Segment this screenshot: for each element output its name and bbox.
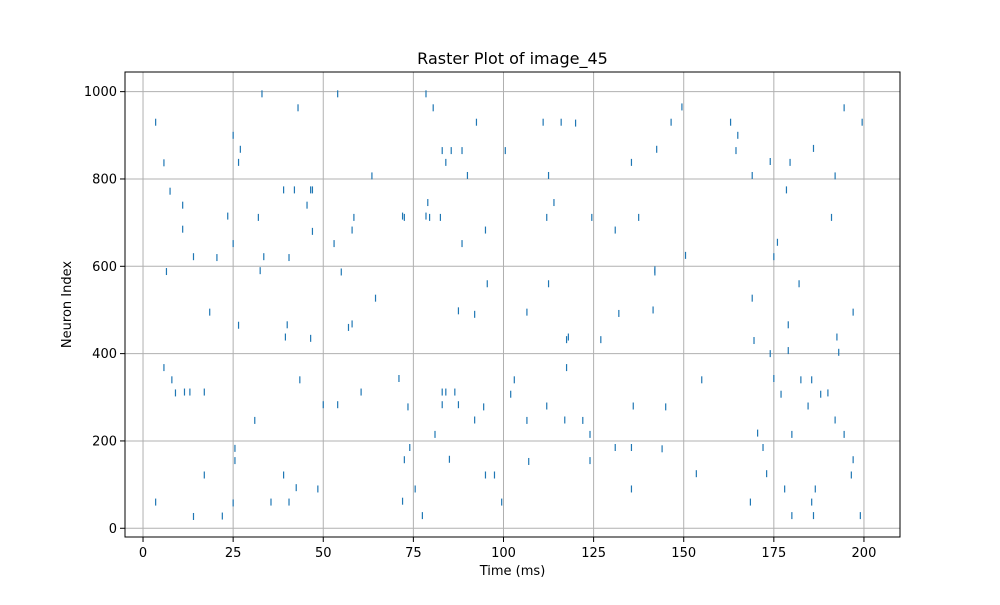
y-tick-label: 600 bbox=[92, 260, 117, 275]
x-tick-label: 75 bbox=[405, 546, 422, 561]
spike-marks bbox=[155, 90, 863, 520]
y-tick-label: 1000 bbox=[84, 85, 117, 100]
plot-background bbox=[125, 72, 900, 537]
x-tick-label: 175 bbox=[761, 546, 786, 561]
y-tick-label: 200 bbox=[92, 434, 117, 449]
x-tick-label: 25 bbox=[225, 546, 242, 561]
x-tick-label: 50 bbox=[315, 546, 332, 561]
axis-ticks: 0 25 50 75 100 125 150 175 200 0 200 400 600 800 1000 bbox=[84, 85, 876, 561]
y-axis-label: Neuron Index bbox=[60, 261, 75, 348]
grid-lines bbox=[125, 72, 900, 537]
plot-frame bbox=[124, 71, 901, 538]
x-tick-label: 200 bbox=[852, 546, 877, 561]
y-tick-label: 0 bbox=[109, 522, 117, 537]
x-tick-label: 0 bbox=[139, 546, 147, 561]
chart-title: Raster Plot of image_45 bbox=[417, 49, 608, 69]
y-tick-label: 800 bbox=[92, 172, 117, 187]
y-tick-label: 400 bbox=[92, 347, 117, 362]
x-axis-label: Time (ms) bbox=[479, 564, 546, 579]
x-tick-label: 125 bbox=[581, 546, 606, 561]
x-tick-label: 100 bbox=[491, 546, 516, 561]
x-tick-label: 150 bbox=[671, 546, 696, 561]
